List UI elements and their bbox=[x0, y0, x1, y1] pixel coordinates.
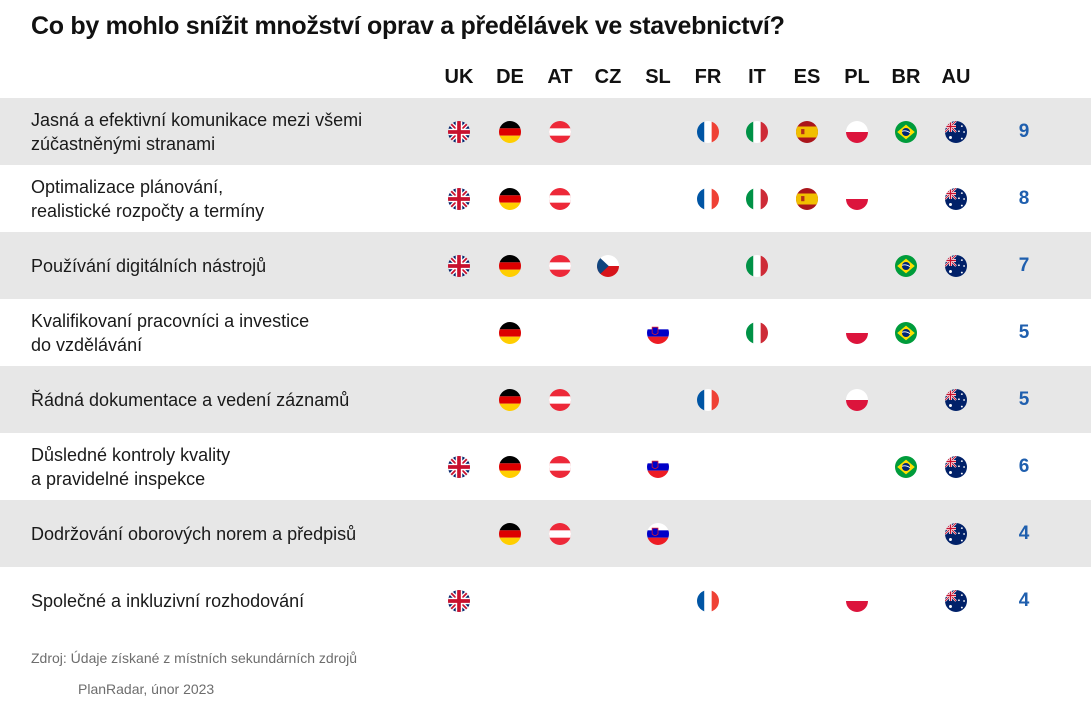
row-label: Dodržování oborových norem a předpisů bbox=[31, 523, 357, 544]
flag-de-icon bbox=[499, 522, 521, 545]
table-row: Používání digitálních nástrojů 7 bbox=[0, 232, 1091, 299]
flag-at-icon bbox=[549, 120, 571, 143]
row-label: Řádná dokumentace a vedení záznamů bbox=[31, 389, 350, 410]
column-header-it: IT bbox=[748, 66, 766, 88]
row-count: 8 bbox=[1018, 187, 1030, 209]
flag-at-icon bbox=[549, 388, 571, 411]
row-count: 7 bbox=[1018, 254, 1030, 276]
flag-pl-icon bbox=[846, 120, 868, 143]
table-row: Optimalizace plánování, realistické rozp… bbox=[0, 165, 1091, 232]
table-row: Jasná a efektivní komunikace mezi všemi … bbox=[0, 98, 1091, 165]
flag-pl-icon bbox=[846, 388, 868, 411]
table-row: Řádná dokumentace a vedení záznamů 5 bbox=[0, 366, 1091, 433]
flag-uk-icon bbox=[448, 187, 470, 210]
flag-au-icon bbox=[945, 522, 967, 545]
row-count: 9 bbox=[1018, 120, 1030, 142]
flag-br-icon bbox=[895, 120, 917, 143]
column-header-es: ES bbox=[793, 66, 821, 88]
flag-it-icon bbox=[746, 187, 768, 210]
flag-it-icon bbox=[746, 120, 768, 143]
column-header-cz: CZ bbox=[594, 66, 622, 88]
flag-uk-icon bbox=[448, 254, 470, 277]
row-label: Společné a inkluzivní rozhodování bbox=[31, 590, 305, 611]
flag-at-icon bbox=[549, 254, 571, 277]
column-header-br: BR bbox=[891, 66, 921, 88]
flag-fr-icon bbox=[697, 120, 719, 143]
flag-de-icon bbox=[499, 455, 521, 478]
flag-sl-icon bbox=[647, 455, 669, 478]
flag-uk-icon bbox=[448, 120, 470, 143]
flag-br-icon bbox=[895, 254, 917, 277]
flag-uk-icon bbox=[448, 455, 470, 478]
row-label: Kvalifikovaní pracovníci a investice do … bbox=[31, 310, 310, 355]
flag-cz-icon bbox=[597, 254, 619, 277]
flag-de-icon bbox=[499, 120, 521, 143]
flag-pl-icon bbox=[846, 321, 868, 344]
flag-es-icon bbox=[796, 120, 818, 143]
flag-sl-icon bbox=[647, 321, 669, 344]
table-row: Důsledné kontroly kvality a pravidelné i… bbox=[0, 433, 1091, 500]
credit-note: PlanRadar, únor 2023 bbox=[78, 681, 215, 697]
column-header-row: UK DE AT CZ SL FR IT ES PL BR AU bbox=[0, 66, 1091, 96]
column-header-fr: FR bbox=[694, 66, 722, 88]
table-row: Společné a inkluzivní rozhodování 4 bbox=[0, 567, 1091, 634]
row-count: 5 bbox=[1018, 321, 1030, 343]
column-header-pl: PL bbox=[844, 66, 870, 88]
flag-au-icon bbox=[945, 388, 967, 411]
flag-uk-icon bbox=[448, 589, 470, 612]
flag-fr-icon bbox=[697, 187, 719, 210]
column-header-at: AT bbox=[547, 66, 573, 88]
table-row: Kvalifikovaní pracovníci a investice do … bbox=[0, 299, 1091, 366]
row-label: Optimalizace plánování, realistické rozp… bbox=[31, 176, 265, 221]
flag-at-icon bbox=[549, 522, 571, 545]
column-header-sl: SL bbox=[645, 66, 671, 88]
flag-fr-icon bbox=[697, 589, 719, 612]
flag-it-icon bbox=[746, 321, 768, 344]
row-count: 4 bbox=[1018, 522, 1030, 544]
flag-at-icon bbox=[549, 455, 571, 478]
flag-de-icon bbox=[499, 187, 521, 210]
row-count: 5 bbox=[1018, 388, 1030, 410]
row-label: Jasná a efektivní komunikace mezi všemi … bbox=[31, 109, 363, 154]
flag-au-icon bbox=[945, 254, 967, 277]
flag-de-icon bbox=[499, 254, 521, 277]
flag-sl-icon bbox=[647, 522, 669, 545]
flag-au-icon bbox=[945, 120, 967, 143]
flag-pl-icon bbox=[846, 187, 868, 210]
flag-br-icon bbox=[895, 455, 917, 478]
flag-it-icon bbox=[746, 254, 768, 277]
flag-de-icon bbox=[499, 321, 521, 344]
flag-pl-icon bbox=[846, 589, 868, 612]
row-count: 4 bbox=[1018, 589, 1030, 611]
column-header-au: AU bbox=[941, 66, 971, 88]
flag-at-icon bbox=[549, 187, 571, 210]
flag-fr-icon bbox=[697, 388, 719, 411]
flag-br-icon bbox=[895, 321, 917, 344]
flag-es-icon bbox=[796, 187, 818, 210]
table-row: Dodržování oborových norem a předpisů 4 bbox=[0, 500, 1091, 567]
column-header-de: DE bbox=[496, 66, 524, 88]
row-count: 6 bbox=[1018, 455, 1030, 477]
flag-au-icon bbox=[945, 187, 967, 210]
flag-au-icon bbox=[945, 455, 967, 478]
column-header-uk: UK bbox=[444, 66, 474, 88]
flag-de-icon bbox=[499, 388, 521, 411]
flag-au-icon bbox=[945, 589, 967, 612]
row-label: Používání digitálních nástrojů bbox=[31, 255, 267, 276]
chart-title: Co by mohlo snížit množství oprav a před… bbox=[31, 12, 785, 40]
row-label: Důsledné kontroly kvality a pravidelné i… bbox=[31, 444, 231, 489]
source-note: Zdroj: Údaje získané z místních sekundár… bbox=[31, 650, 358, 666]
